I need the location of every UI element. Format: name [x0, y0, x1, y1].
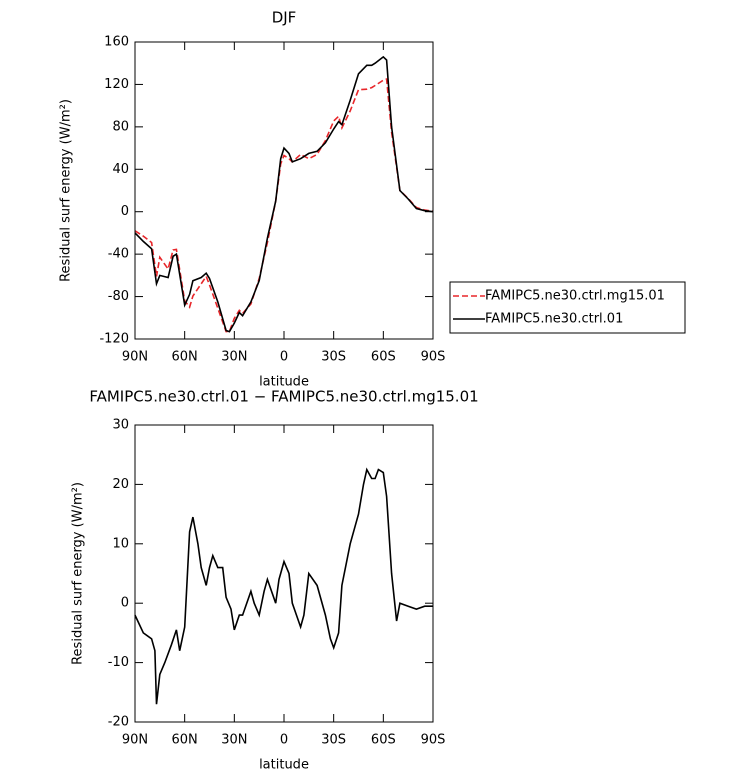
- data-line: [134, 55, 434, 333]
- y-tick-label: 10: [112, 536, 129, 551]
- chart-title: DJF: [272, 9, 297, 27]
- legend-label: FAMIPC5.ne30.ctrl.mg15.01: [485, 289, 665, 304]
- chart-title: FAMIPC5.ne30.ctrl.01 − FAMIPC5.ne30.ctrl…: [89, 388, 478, 406]
- y-tick-label: 40: [112, 162, 129, 177]
- x-tick-label: 90S: [421, 733, 446, 748]
- y-tick-label: -120: [99, 332, 129, 347]
- x-tick-label: 0: [280, 350, 288, 365]
- x-tick-label: 90N: [122, 733, 148, 748]
- x-tick-label: 60S: [371, 733, 396, 748]
- legend-label: FAMIPC5.ne30.ctrl.01: [485, 312, 623, 327]
- x-tick-label: 60N: [172, 350, 198, 365]
- x-axis-label: latitude: [259, 375, 309, 390]
- y-tick-label: 120: [104, 77, 129, 92]
- x-tick-label: 30N: [221, 733, 247, 748]
- y-axis-label: Residual surf energy (W/m²): [59, 99, 74, 282]
- x-tick-label: 90N: [122, 350, 148, 365]
- y-tick-label: 0: [121, 596, 129, 611]
- plot-frame: [134, 424, 434, 723]
- y-tick-label: 0: [121, 204, 129, 219]
- x-tick-label: 30S: [321, 733, 346, 748]
- x-tick-label: 30N: [221, 350, 247, 365]
- x-tick-label: 60S: [371, 350, 396, 365]
- x-tick-label: 0: [280, 733, 288, 748]
- y-tick-label: -10: [108, 655, 129, 670]
- y-tick-label: -80: [108, 289, 129, 304]
- y-tick-label: 160: [104, 35, 129, 50]
- y-axis-label: Residual surf energy (W/m²): [71, 482, 86, 665]
- y-tick-label: 30: [112, 418, 129, 433]
- y-tick-label: -20: [108, 715, 129, 730]
- y-tick-label: 80: [112, 119, 129, 134]
- y-tick-label: -40: [108, 247, 129, 262]
- data-line: [134, 467, 433, 705]
- legend-box: [449, 281, 686, 334]
- x-tick-label: 30S: [321, 350, 346, 365]
- y-tick-label: 20: [112, 477, 129, 492]
- plot-frame: [134, 41, 434, 340]
- x-tick-label: 90S: [421, 350, 446, 365]
- data-line: [134, 78, 434, 333]
- x-axis-label: latitude: [259, 758, 309, 773]
- x-tick-label: 60N: [172, 733, 198, 748]
